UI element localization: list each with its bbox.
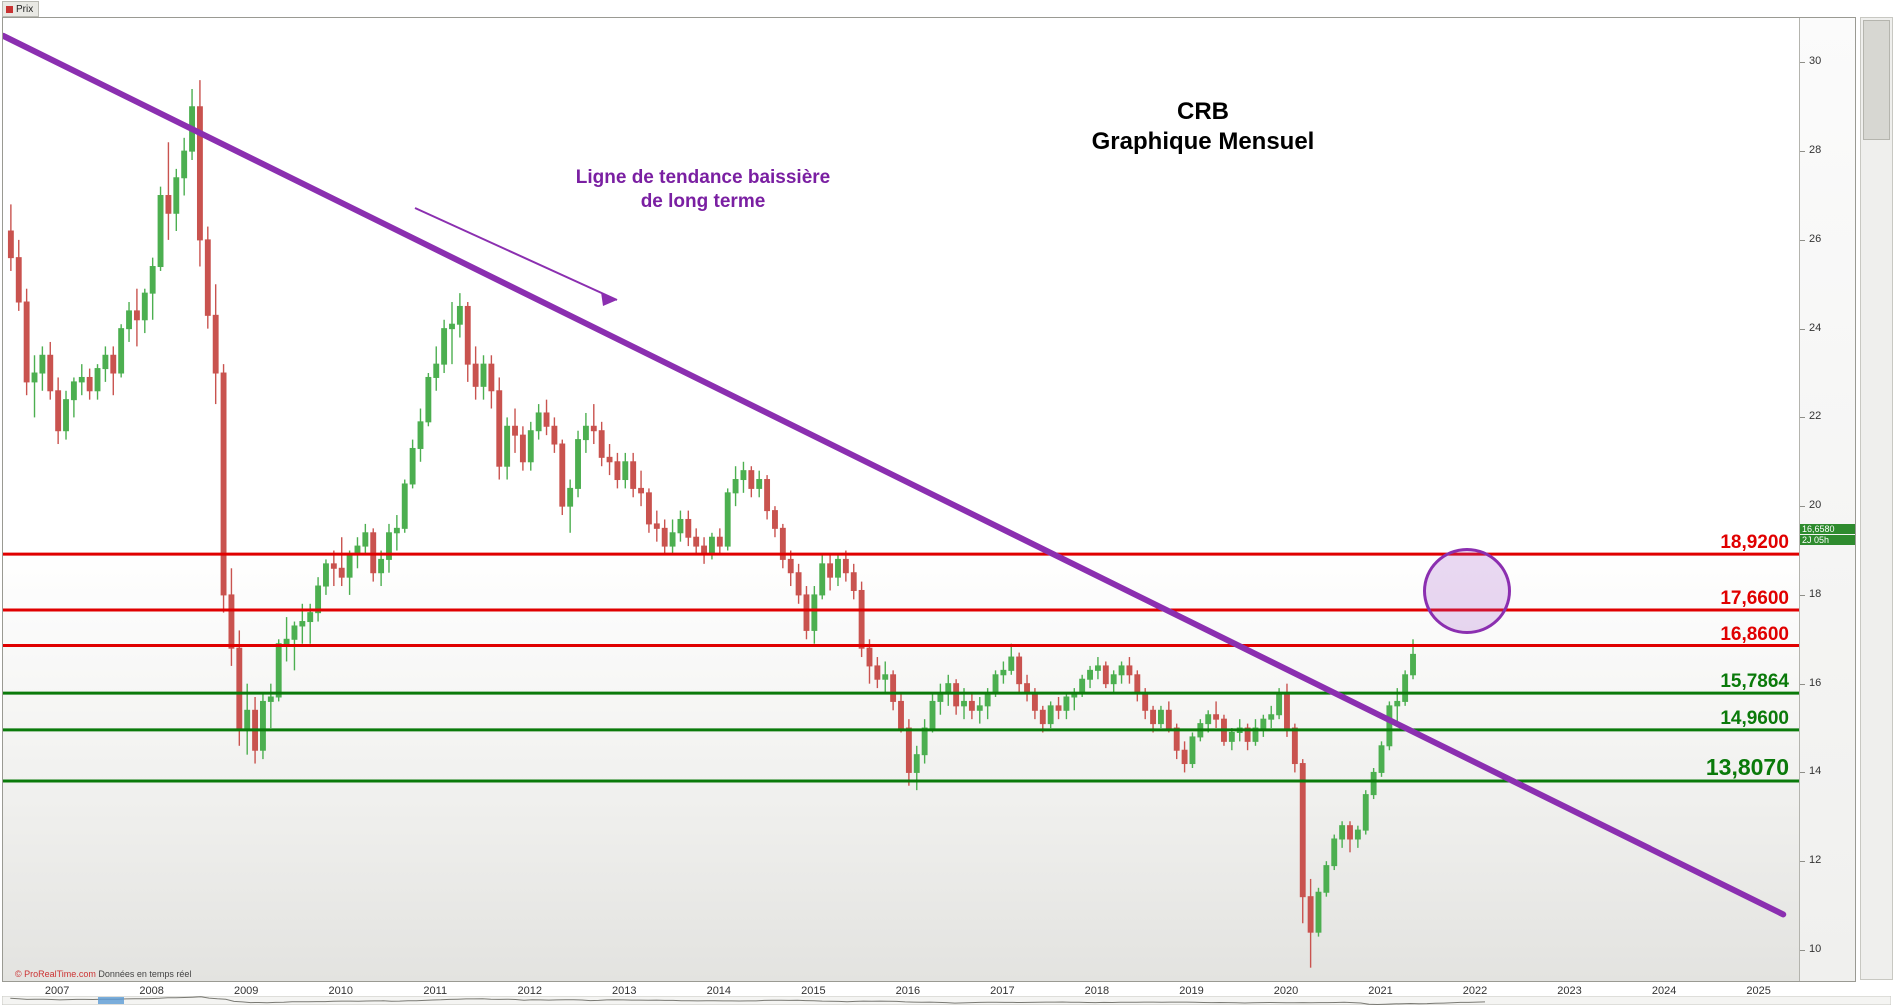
date-axis-tick-2020: 2020 [1273,985,1299,997]
highlight-circle [1423,548,1511,634]
date-axis-tick-2021: 2021 [1368,985,1393,997]
price-axis-tickmark [1800,861,1805,863]
last-price-value: 16,6580 [1800,524,1855,534]
price-axis-tick-20: 20 [1809,499,1822,512]
last-price-countdown: 2J 05h [1800,535,1855,545]
price-axis-tickmark [1800,772,1805,774]
price-axis-tick-18: 18 [1809,587,1822,600]
date-axis-tick-2012: 2012 [517,985,543,997]
chart-plot-area[interactable]: CRB Graphique Mensuel Ligne de tendance … [3,18,1799,981]
chart-canvas [3,32,1799,968]
price-axis-tick-28: 28 [1809,144,1822,157]
date-axis-tick-2007: 2007 [44,985,70,997]
price-level-label-2: 17,6600 [1720,588,1789,609]
price-level-label-1: 18,9200 [1720,532,1789,554]
date-axis-tick-2022: 2022 [1462,985,1488,997]
price-level-label-3: 16,8600 [1720,623,1789,645]
trendline-annotation-line2: de long terme [640,191,766,212]
date-axis-tick-2014: 2014 [706,985,732,997]
record-square-icon [6,5,13,13]
chart-footer: © ProRealTime.com Données en temps réel [15,969,191,979]
chart-frame: CRB Graphique Mensuel Ligne de tendance … [2,17,1856,982]
price-axis-tickmark [1800,417,1805,419]
price-axis-tick-30: 30 [1809,55,1822,68]
date-axis-tick-2023: 2023 [1557,985,1582,997]
price-axis-tickmark [1800,506,1805,508]
chart-navigator[interactable] [2,996,1891,1005]
price-axis-tickmark [1800,328,1805,330]
date-axis-tick-2018: 2018 [1084,985,1110,997]
date-axis-tick-2011: 2011 [423,985,448,997]
vertical-scrollbar[interactable] [1860,17,1893,980]
date-axis-tick-2013: 2013 [612,985,637,997]
date-axis-tick-2017: 2017 [990,985,1015,997]
price-level-label-4: 15,7864 [1720,671,1789,693]
footer-brand: © ProRealTime.com [15,969,96,979]
price-axis-tickmark [1800,683,1805,685]
date-axis[interactable]: 2007 2008 2009 2010 2011 2012 2013 2014 2015 2016… [2,982,1854,1003]
price-axis-tick-12: 12 [1809,854,1822,867]
date-axis-tick-2025: 2025 [1746,985,1771,997]
date-axis-tick-2009: 2009 [233,985,259,997]
price-level-label-5: 14,9600 [1720,707,1789,729]
date-axis-tick-2024: 2024 [1651,985,1677,997]
last-price-marker: 16,6580 2J 05h [1800,524,1855,545]
date-axis-tick-2015: 2015 [801,985,826,997]
price-axis-tick-22: 22 [1809,410,1822,423]
price-axis-tick-14: 14 [1809,765,1822,778]
price-axis[interactable]: 10 12 14 16 18 20 22 24 26 28 30 [1799,18,1855,981]
price-axis-tickmark [1800,239,1805,241]
date-axis-tick-2008: 2008 [139,985,164,997]
footer-text: Données en temps réel [98,969,192,979]
price-axis-tickmark [1800,151,1805,153]
price-axis-tick-10: 10 [1809,942,1822,955]
date-axis-tick-2010: 2010 [328,985,353,997]
price-axis-tick-24: 24 [1809,321,1822,334]
date-axis-tick-2019: 2019 [1179,985,1204,997]
price-axis-tickmark [1800,949,1805,951]
chart-subtitle: Graphique Mensuel [1091,128,1315,155]
vertical-scrollbar-thumb[interactable] [1863,20,1890,140]
price-panel-tab[interactable]: Prix [2,1,40,17]
price-axis-tick-16: 16 [1809,676,1822,689]
price-axis-tick-26: 26 [1809,232,1822,245]
date-axis-tick-2016: 2016 [895,985,921,997]
chart-title: CRB [1177,98,1229,125]
price-level-label-6: 13,8070 [1705,753,1789,780]
price-panel-tab-label: Prix [16,3,34,15]
trendline-annotation-line1: Ligne de tendance baissière [575,167,831,188]
price-axis-tickmark [1800,594,1805,596]
price-axis-tickmark [1800,62,1805,64]
